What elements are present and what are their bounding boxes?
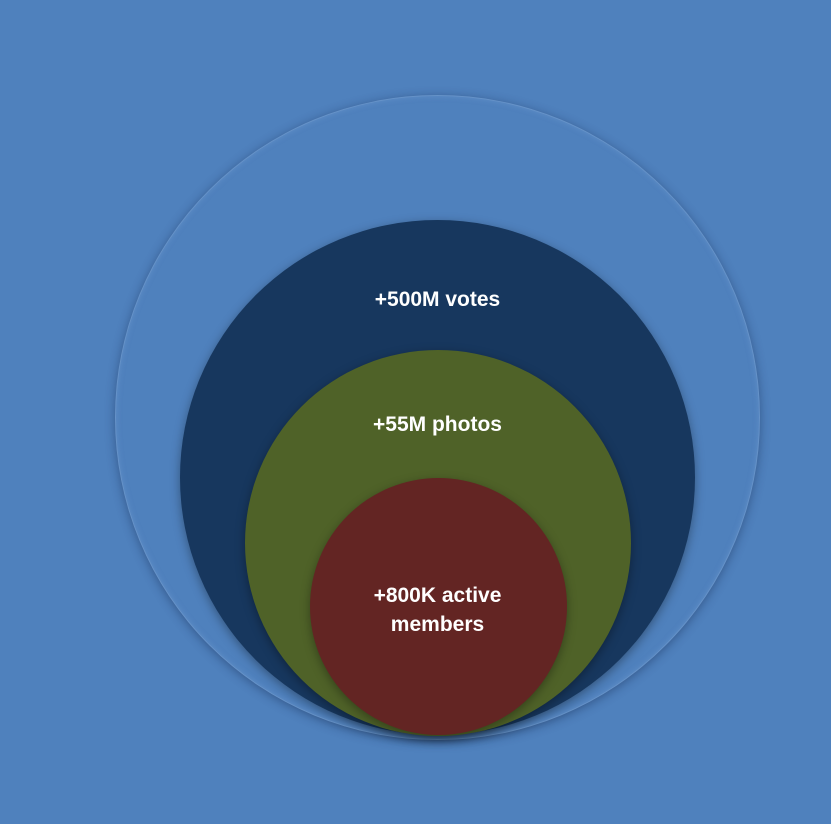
- members-circle: [310, 478, 567, 735]
- members-label: +800K active members: [373, 584, 502, 636]
- votes-label: +500M votes: [374, 288, 501, 311]
- photos-label: +55M photos: [373, 413, 502, 436]
